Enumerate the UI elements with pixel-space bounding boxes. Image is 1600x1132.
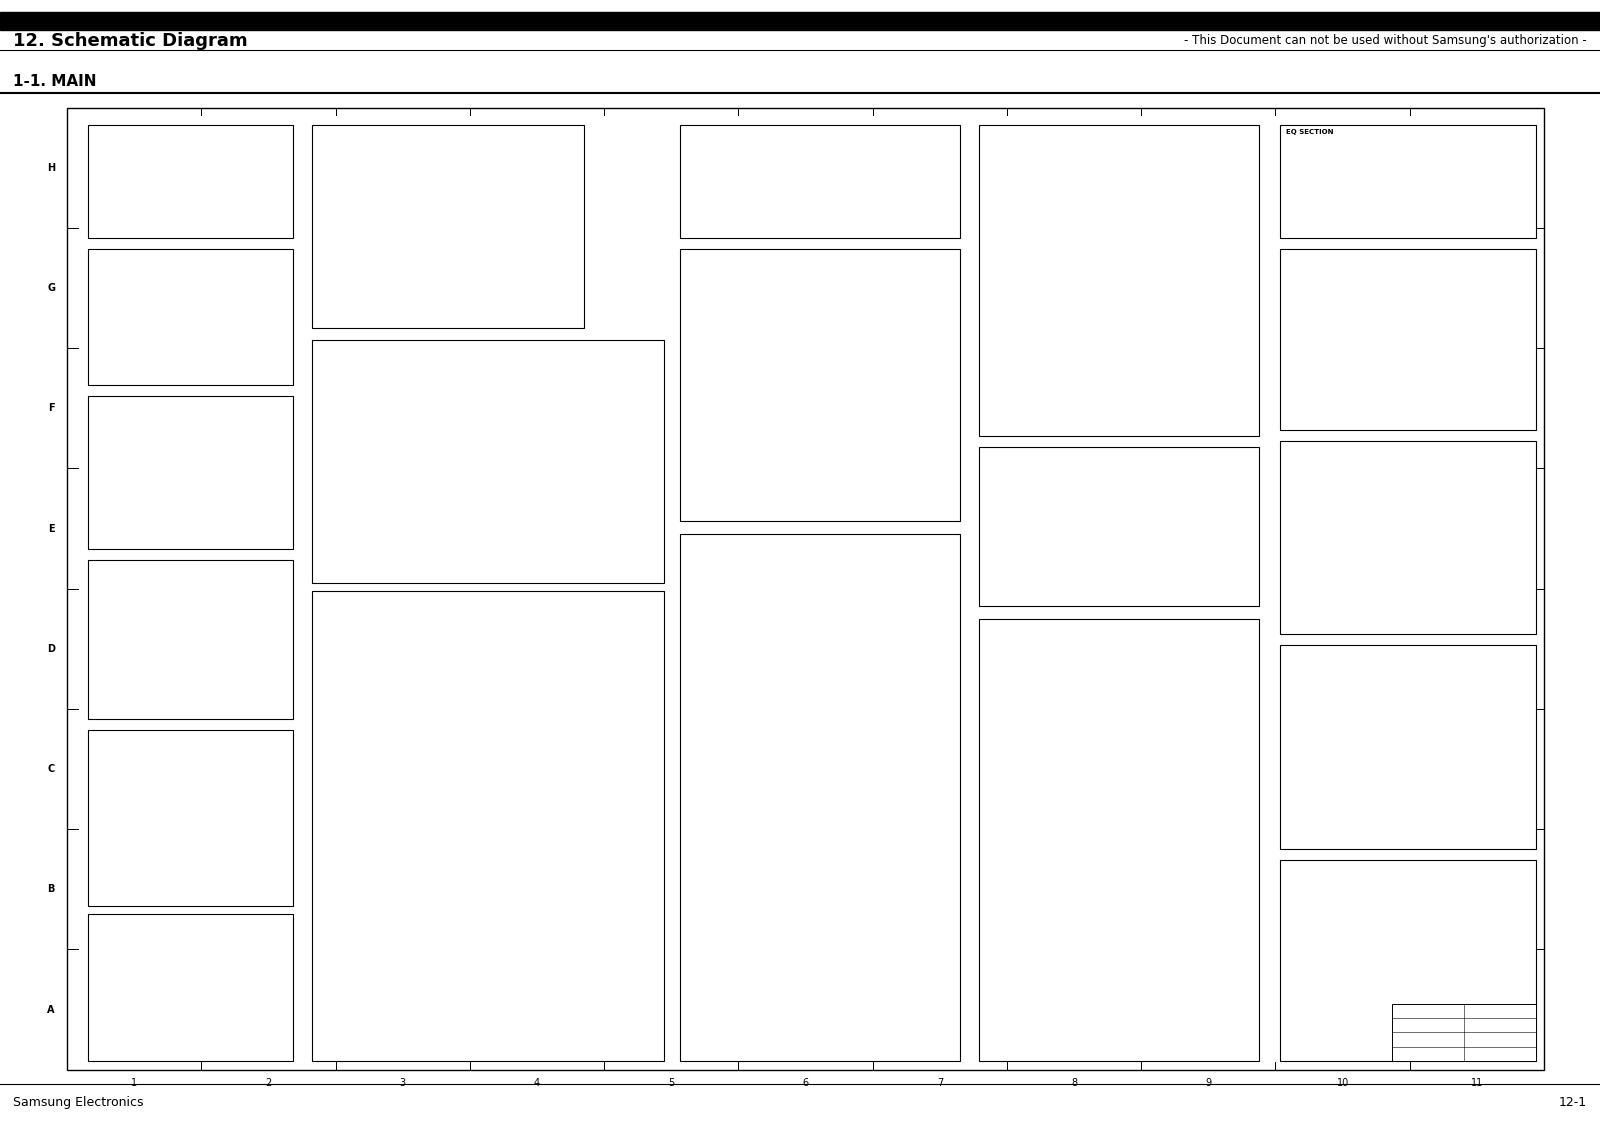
- Text: 11: 11: [1470, 1079, 1483, 1088]
- Bar: [88, 125, 293, 238]
- Bar: [1392, 1004, 1536, 1061]
- Bar: [88, 560, 293, 719]
- Text: F: F: [48, 403, 54, 413]
- Text: - This Document can not be used without Samsung's authorization -: - This Document can not be used without …: [1184, 34, 1587, 48]
- Text: 6: 6: [803, 1079, 808, 1088]
- Bar: [979, 619, 1259, 1061]
- Text: 5: 5: [669, 1079, 675, 1088]
- Text: B: B: [48, 884, 54, 894]
- Text: E: E: [48, 523, 54, 533]
- Text: 10: 10: [1336, 1079, 1349, 1088]
- Text: 1: 1: [131, 1079, 138, 1088]
- Bar: [680, 534, 960, 1061]
- Text: A: A: [48, 1004, 54, 1014]
- Text: 3: 3: [400, 1079, 406, 1088]
- Text: D: D: [48, 644, 54, 654]
- Bar: [312, 340, 664, 583]
- Text: 1-1. MAIN: 1-1. MAIN: [13, 74, 96, 89]
- Bar: [1280, 441, 1536, 634]
- Text: 8: 8: [1070, 1079, 1077, 1088]
- Text: Samsung Electronics: Samsung Electronics: [13, 1096, 144, 1109]
- Text: 9: 9: [1205, 1079, 1211, 1088]
- Bar: [88, 914, 293, 1061]
- Text: 7: 7: [936, 1079, 942, 1088]
- Text: 12-1: 12-1: [1558, 1096, 1587, 1109]
- Bar: [1280, 125, 1536, 238]
- Text: 4: 4: [534, 1079, 541, 1088]
- Bar: [88, 249, 293, 385]
- Bar: [88, 396, 293, 549]
- Bar: [979, 125, 1259, 436]
- Text: EQ SECTION: EQ SECTION: [1286, 129, 1334, 135]
- Text: H: H: [46, 163, 56, 173]
- Bar: [680, 125, 960, 238]
- Text: C: C: [48, 764, 54, 774]
- Bar: [1280, 249, 1536, 430]
- Bar: [312, 591, 664, 1061]
- Text: 12. Schematic Diagram: 12. Schematic Diagram: [13, 32, 248, 50]
- Bar: [67, 108, 1544, 1070]
- Bar: [88, 730, 293, 906]
- Bar: [312, 125, 584, 328]
- Bar: [979, 447, 1259, 606]
- Bar: [1280, 860, 1536, 1061]
- Bar: [0, 11, 1600, 31]
- Text: 2: 2: [266, 1079, 272, 1088]
- Bar: [1280, 645, 1536, 849]
- Bar: [680, 249, 960, 521]
- Text: G: G: [48, 283, 54, 293]
